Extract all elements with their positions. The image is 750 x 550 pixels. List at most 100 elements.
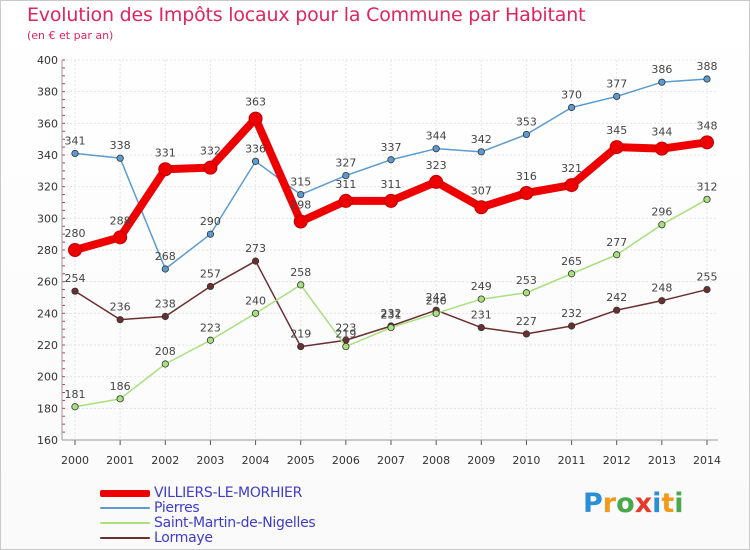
data-point-villiers bbox=[519, 186, 534, 200]
data-label-saint-martin: 240 bbox=[245, 294, 266, 307]
data-label-lormaye: 223 bbox=[335, 321, 356, 334]
data-point-saint-martin bbox=[477, 295, 485, 303]
data-point-pierres bbox=[387, 156, 395, 164]
chart-subtitle: (en € et par an) bbox=[27, 29, 114, 42]
data-label-saint-martin: 258 bbox=[290, 266, 311, 279]
legend-swatch-villiers bbox=[100, 490, 150, 497]
data-label-lormaye: 238 bbox=[155, 298, 176, 311]
x-tick-label: 2007 bbox=[377, 454, 405, 467]
data-point-villiers bbox=[564, 178, 579, 193]
data-label-villiers: 311 bbox=[335, 178, 356, 191]
data-point-lormaye bbox=[206, 282, 215, 291]
data-point-lormaye bbox=[251, 257, 260, 265]
logo-letter: t bbox=[661, 488, 675, 519]
data-label-pierres: 336 bbox=[245, 142, 266, 155]
x-tick-label: 2009 bbox=[467, 454, 495, 467]
data-label-villiers: 311 bbox=[381, 178, 402, 191]
y-tick-label: 360 bbox=[37, 117, 58, 130]
data-label-pierres: 342 bbox=[471, 133, 492, 146]
x-tick-label: 2010 bbox=[512, 454, 540, 467]
data-point-villiers bbox=[654, 141, 669, 156]
data-label-pierres: 344 bbox=[426, 130, 447, 143]
data-label-pierres: 341 bbox=[65, 134, 86, 147]
logo-letter: r bbox=[602, 488, 617, 519]
data-label-pierres: 268 bbox=[155, 250, 176, 263]
data-point-lormaye bbox=[567, 322, 576, 330]
data-label-saint-martin: 296 bbox=[651, 206, 672, 219]
data-point-villiers bbox=[474, 200, 489, 215]
data-label-lormaye: 254 bbox=[65, 272, 86, 285]
data-point-pierres bbox=[658, 78, 666, 86]
data-label-lormaye: 242 bbox=[426, 291, 447, 304]
data-point-saint-martin bbox=[567, 270, 576, 278]
data-label-villiers: 348 bbox=[697, 119, 718, 132]
data-point-pierres bbox=[522, 130, 531, 139]
data-label-saint-martin: 265 bbox=[561, 255, 582, 268]
logo-letter: x bbox=[634, 488, 653, 519]
x-tick-label: 2002 bbox=[151, 454, 179, 467]
data-label-lormaye: 236 bbox=[110, 301, 131, 314]
data-point-lormaye bbox=[703, 285, 711, 294]
data-label-villiers: 307 bbox=[471, 184, 492, 197]
data-point-pierres bbox=[206, 230, 215, 238]
logo-letter: o bbox=[616, 488, 635, 519]
data-point-pierres bbox=[116, 154, 124, 162]
logo-letter: P bbox=[583, 488, 603, 519]
data-label-pierres: 353 bbox=[516, 115, 537, 128]
chart-title: Evolution des Impôts locaux pour la Comm… bbox=[27, 4, 586, 26]
data-label-pierres: 338 bbox=[110, 139, 131, 152]
legend-label-villiers: VILLIERS-LE-MORHIER bbox=[154, 485, 302, 501]
data-point-villiers bbox=[429, 174, 444, 189]
data-point-villiers bbox=[248, 111, 263, 126]
data-label-villiers: 288 bbox=[110, 214, 131, 227]
data-label-lormaye: 232 bbox=[561, 307, 582, 320]
legend-swatch-pierres bbox=[100, 507, 150, 509]
y-tick-label: 240 bbox=[37, 307, 58, 320]
data-point-villiers bbox=[293, 214, 308, 229]
data-point-villiers bbox=[203, 160, 218, 175]
x-tick-label: 2000 bbox=[61, 454, 89, 467]
data-label-lormaye: 219 bbox=[290, 328, 311, 341]
legend-label-pierres: Pierres bbox=[154, 500, 200, 516]
x-tick-label: 2001 bbox=[106, 454, 134, 467]
data-point-lormaye bbox=[522, 330, 531, 338]
y-tick-label: 200 bbox=[37, 371, 58, 384]
data-point-pierres bbox=[477, 148, 485, 156]
y-tick-label: 260 bbox=[37, 276, 58, 289]
data-label-pierres: 386 bbox=[651, 63, 672, 76]
data-label-lormaye: 232 bbox=[381, 307, 402, 320]
data-point-villiers bbox=[338, 193, 353, 208]
data-point-villiers bbox=[700, 135, 714, 150]
x-tick-label: 2012 bbox=[603, 454, 631, 467]
data-label-lormaye: 273 bbox=[245, 242, 266, 255]
data-label-villiers: 344 bbox=[651, 126, 672, 139]
x-tick-label: 2006 bbox=[332, 454, 360, 467]
data-point-saint-martin bbox=[432, 309, 440, 317]
y-tick-label: 180 bbox=[37, 402, 58, 415]
data-label-villiers: 331 bbox=[155, 146, 176, 159]
data-point-villiers bbox=[384, 193, 398, 208]
data-label-saint-martin: 223 bbox=[200, 321, 221, 334]
data-point-saint-martin bbox=[161, 360, 169, 368]
proxiti-logo: Proxiti bbox=[583, 488, 684, 519]
data-label-lormaye: 231 bbox=[471, 309, 492, 322]
legend-swatch-lormaye bbox=[100, 537, 150, 539]
data-point-lormaye bbox=[71, 287, 79, 295]
data-point-lormaye bbox=[613, 306, 621, 314]
data-point-pierres bbox=[161, 265, 169, 273]
data-label-villiers: 280 bbox=[65, 227, 86, 240]
x-tick-label: 2013 bbox=[648, 454, 676, 467]
data-label-villiers: 323 bbox=[426, 159, 447, 172]
data-point-lormaye bbox=[116, 316, 124, 324]
data-point-pierres bbox=[703, 75, 711, 83]
data-label-lormaye: 248 bbox=[651, 282, 672, 295]
data-point-lormaye bbox=[477, 323, 485, 332]
data-label-villiers: 316 bbox=[516, 170, 537, 183]
y-tick-label: 280 bbox=[37, 244, 58, 257]
data-label-saint-martin: 240 bbox=[426, 294, 447, 307]
data-point-pierres bbox=[613, 92, 621, 101]
data-label-saint-martin: 277 bbox=[606, 236, 627, 249]
data-point-lormaye bbox=[297, 342, 305, 351]
data-label-villiers: 363 bbox=[245, 96, 266, 109]
